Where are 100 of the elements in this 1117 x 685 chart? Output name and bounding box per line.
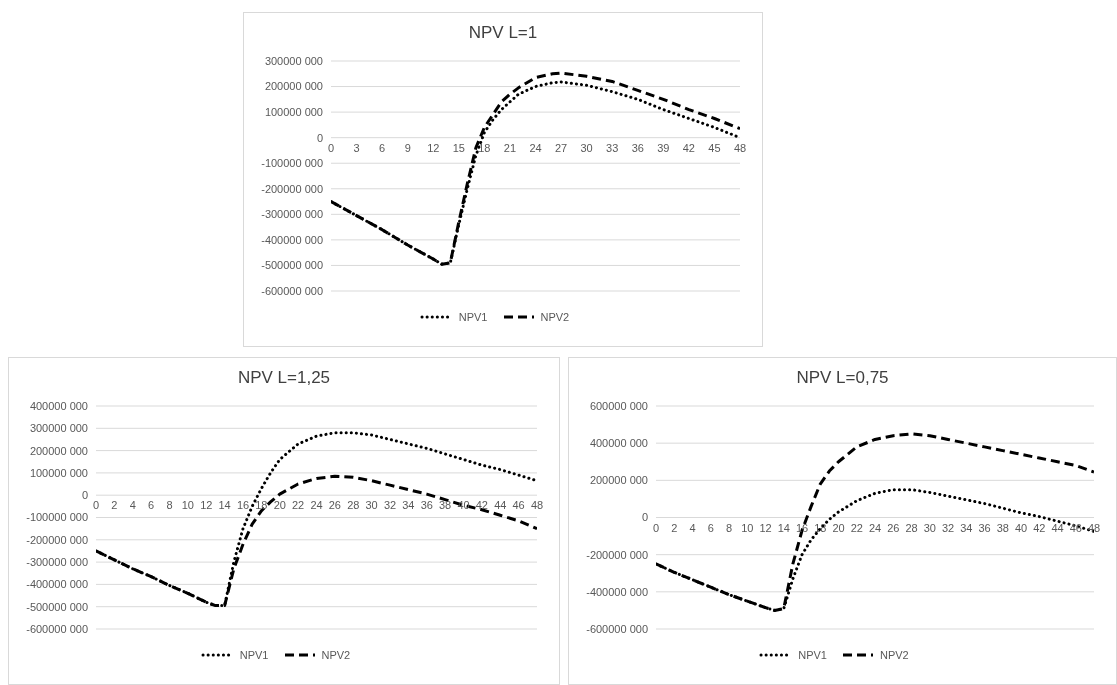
legend-label: NPV1: [238, 649, 269, 661]
x-tick-label: 8: [725, 521, 733, 534]
x-tick-label: 6: [379, 141, 386, 154]
y-tick-label: -500000 000: [261, 259, 323, 272]
x-tick-label: 18: [255, 499, 268, 512]
legend-label: NPV2: [539, 311, 570, 323]
x-tick-label: 38: [996, 521, 1009, 534]
x-tick-label: 20: [832, 521, 845, 534]
y-tick-label: 600000 000: [589, 399, 648, 412]
y-tick-label: 100000 000: [264, 106, 323, 119]
x-tick-label: 30: [923, 521, 936, 534]
x-tick-label: 0: [92, 499, 100, 512]
x-tick-label: 48: [530, 499, 544, 512]
y-tick-label: 100000 000: [29, 466, 88, 479]
x-tick-label: 10: [741, 521, 754, 534]
y-tick-label: -200000 000: [586, 548, 648, 561]
x-tick-label: 6: [707, 521, 714, 534]
y-tick-label: 200000 000: [264, 80, 323, 93]
x-tick-label: 42: [475, 499, 488, 512]
x-tick-label: 45: [708, 141, 721, 154]
x-tick-label: 24: [310, 499, 323, 512]
y-tick-label: -100000 000: [261, 157, 323, 170]
chart-title: NPV L=1,25: [236, 368, 332, 389]
x-tick-label: 34: [402, 499, 415, 512]
y-tick-label: -400000 000: [26, 578, 88, 591]
y-tick-label: -600000 000: [26, 622, 88, 635]
y-tick-label: -600000 000: [586, 622, 648, 635]
x-tick-label: 21: [503, 141, 517, 154]
x-tick-label: 28: [347, 499, 360, 512]
chart-title: NPV L=1: [467, 23, 539, 44]
x-tick-label: 14: [218, 499, 231, 512]
x-tick-label: 15: [452, 141, 465, 154]
y-tick-label: -600000 000: [261, 284, 323, 297]
x-tick-label: 32: [941, 521, 955, 534]
y-tick-label: 300000 000: [264, 54, 323, 67]
x-tick-label: 22: [292, 499, 305, 512]
y-tick-label: 0: [316, 131, 323, 144]
y-tick-label: -300000 000: [261, 208, 323, 221]
x-tick-label: 20: [273, 499, 286, 512]
legend-label: NPV1: [457, 311, 488, 323]
y-tick-label: 0: [641, 511, 648, 524]
x-tick-label: 6: [148, 499, 155, 512]
legend-label: NPV2: [320, 649, 351, 661]
x-tick-label: 46: [512, 499, 525, 512]
x-tick-label: 48: [733, 141, 747, 154]
x-tick-label: 0: [327, 141, 335, 154]
x-tick-label: 40: [1014, 521, 1028, 534]
y-tick-label: 0: [81, 489, 88, 502]
x-tick-label: 3: [353, 141, 360, 154]
x-tick-label: 9: [404, 141, 411, 154]
x-tick-label: 8: [166, 499, 173, 512]
x-tick-label: 34: [960, 521, 973, 534]
x-tick-label: 30: [580, 141, 593, 154]
y-tick-label: 400000 000: [589, 437, 648, 450]
x-tick-label: 46: [1069, 521, 1082, 534]
y-tick-label: -200000 000: [261, 182, 323, 195]
x-tick-label: 33: [606, 141, 619, 154]
x-tick-label: 12: [759, 521, 772, 534]
x-tick-label: 44: [494, 499, 507, 512]
x-tick-label: 42: [1033, 521, 1046, 534]
x-tick-label: 36: [631, 141, 644, 154]
x-tick-label: 24: [868, 521, 882, 534]
y-tick-label: 300000 000: [29, 422, 88, 435]
legend-label: NPV2: [879, 649, 909, 661]
x-tick-label: 4: [129, 499, 136, 512]
y-tick-label: -200000 000: [26, 533, 88, 546]
legend-label: NPV1: [797, 649, 827, 661]
x-tick-label: 48: [1087, 521, 1101, 534]
x-tick-label: 14: [777, 521, 790, 534]
x-tick-label: 18: [478, 141, 491, 154]
x-tick-label: 32: [383, 499, 397, 512]
x-tick-label: 36: [978, 521, 991, 534]
x-tick-label: 16: [795, 521, 809, 534]
y-tick-label: 400000 000: [29, 399, 88, 412]
y-tick-label: -400000 000: [586, 585, 648, 598]
x-tick-label: 16: [236, 499, 250, 512]
x-tick-label: 0: [652, 521, 660, 534]
x-tick-label: 39: [657, 141, 670, 154]
y-tick-label: -300000 000: [26, 556, 88, 569]
x-tick-label: 26: [328, 499, 341, 512]
x-tick-label: 2: [111, 499, 118, 512]
x-tick-label: 44: [1051, 521, 1064, 534]
y-tick-label: 200000 000: [589, 474, 648, 487]
x-tick-label: 12: [200, 499, 213, 512]
x-tick-label: 38: [439, 499, 452, 512]
x-tick-label: 36: [420, 499, 433, 512]
x-tick-label: 12: [427, 141, 440, 154]
x-tick-label: 2: [671, 521, 678, 534]
x-tick-label: 10: [181, 499, 194, 512]
x-tick-label: 30: [365, 499, 378, 512]
y-tick-label: -100000 000: [26, 511, 88, 524]
x-tick-label: 26: [887, 521, 900, 534]
x-tick-label: 42: [682, 141, 695, 154]
x-tick-label: 4: [689, 521, 696, 534]
x-tick-label: 24: [529, 141, 542, 154]
x-tick-label: 28: [905, 521, 918, 534]
chart-title: NPV L=0,75: [795, 368, 890, 389]
y-tick-label: -500000 000: [26, 600, 88, 613]
x-tick-label: 27: [554, 141, 568, 154]
x-tick-label: 22: [850, 521, 863, 534]
